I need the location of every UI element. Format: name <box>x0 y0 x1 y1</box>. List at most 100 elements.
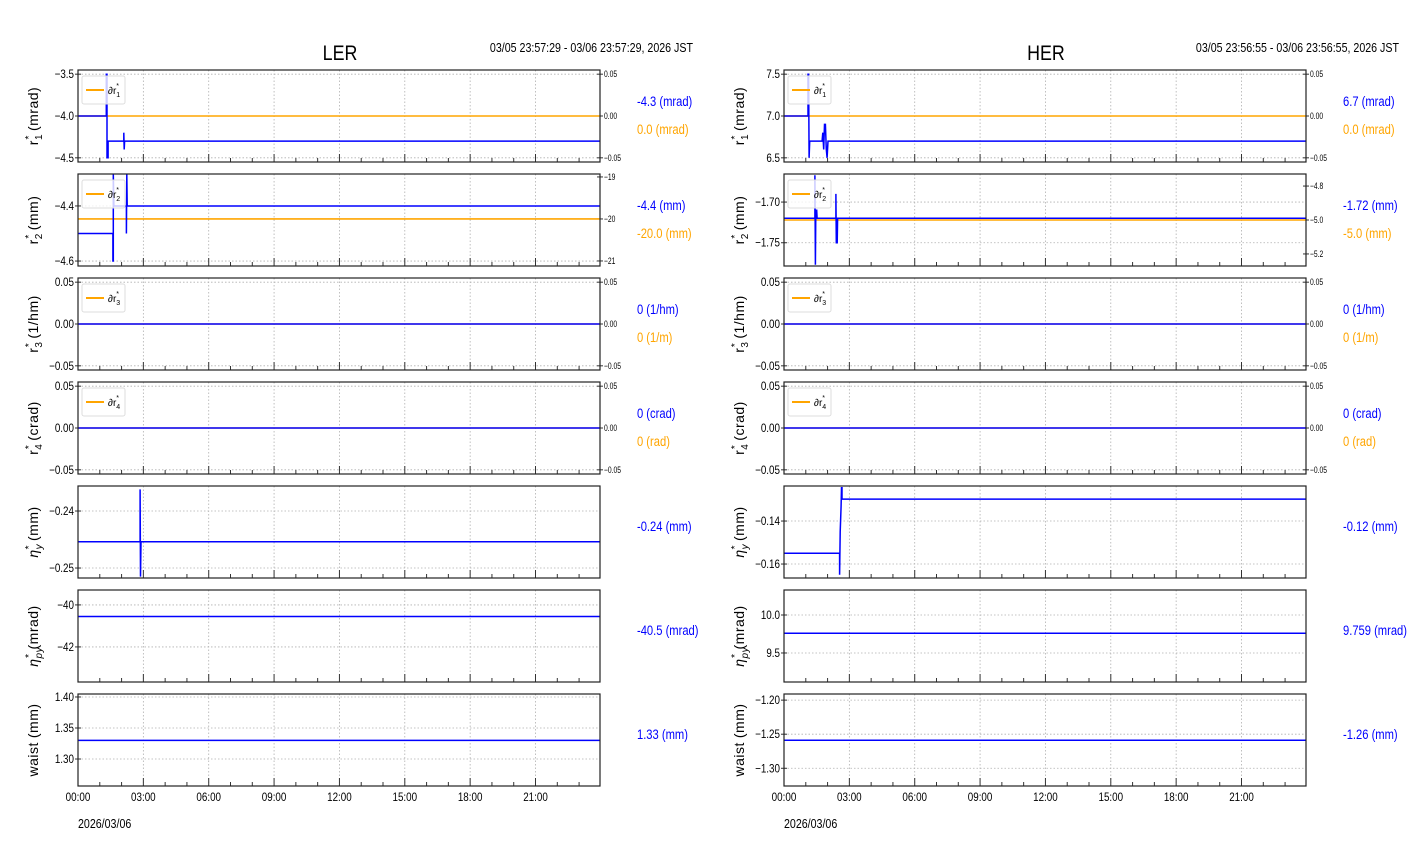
right-y-tick-label: 0.00 <box>1310 319 1324 329</box>
y-label-unit: (crad) <box>731 401 747 441</box>
y-label-star: * <box>24 135 35 139</box>
axes-frame <box>783 381 1307 475</box>
y-label-symbol: waist <box>731 742 747 777</box>
y-label-subscript: 3 <box>740 342 751 348</box>
y-axis-label: r1* (mrad) <box>24 87 45 145</box>
legend-label: ∂r4 * <box>108 395 120 411</box>
panel-her-4: 0.050.00−0.050.050.00−0.05∂r4*r4*(crad) 0… <box>730 380 1382 477</box>
right-y-tick-label: 0.00 <box>604 423 618 433</box>
legend-label: ∂r3 * <box>108 291 120 307</box>
right-y-tick-label: 0.05 <box>1310 277 1324 287</box>
y-axis-label: waist (mm) <box>731 703 747 777</box>
y-label-unit: (mm) <box>731 506 747 541</box>
axes-frame <box>77 277 601 371</box>
axes-frame <box>783 173 1307 267</box>
y-axis-label: r4* (crad) <box>24 401 45 455</box>
y-label-symbol: r <box>731 239 747 244</box>
y-tick-label: 1.35 <box>55 722 74 735</box>
x-tick-label: 09:00 <box>968 791 993 804</box>
y-label-symbol: η <box>731 549 747 557</box>
legend-label: ∂r2 * <box>108 187 120 203</box>
y-tick-label: −0.16 <box>755 558 780 571</box>
legend: ∂r2 * <box>787 179 832 209</box>
legend-label: ∂r3 * <box>814 291 826 307</box>
y-tick-label: −0.14 <box>755 515 780 528</box>
panel-her-5: −0.14 −0.16 ηy* (mm) -0.12 (mm) <box>730 485 1398 579</box>
legend-label: ∂r1 * <box>108 83 120 99</box>
right-y-tick-label: −5.0 <box>1310 215 1324 225</box>
y-label-unit: (1/hm) <box>731 295 747 338</box>
x-tick-label: 15:00 <box>392 791 417 804</box>
y-label-symbol: r <box>25 140 41 145</box>
y-label-star: * <box>730 234 741 238</box>
measured-value-line <box>78 489 600 577</box>
y-label-unit: (mrad) <box>25 605 41 649</box>
x-tick-label: 00:00 <box>66 791 91 804</box>
y-label-star: * <box>24 445 35 449</box>
measured-value-readout: -0.12 (mm) <box>1343 519 1398 534</box>
y-tick-label: 0.00 <box>761 318 780 331</box>
y-tick-label: −3.5 <box>55 68 74 81</box>
y-label-subscript: 4 <box>740 444 751 450</box>
measured-value-readout: -1.72 (mm) <box>1343 198 1398 213</box>
x-tick-label: 12:00 <box>327 791 352 804</box>
legend-symbol: ∂r <box>108 398 117 409</box>
legend-subscript: 3 <box>822 300 826 307</box>
y-tick-label: 7.0 <box>766 110 780 123</box>
legend-star: * <box>822 395 825 402</box>
right-y-tick-label: −0.05 <box>604 465 622 475</box>
x-tick-label: 03:00 <box>837 791 862 804</box>
y-tick-label: 7.5 <box>766 68 780 81</box>
legend-symbol: ∂r <box>814 86 823 97</box>
set-value-readout: 0 (rad) <box>1343 434 1376 449</box>
y-label-symbol: r <box>731 450 747 455</box>
axes-frame <box>77 69 601 163</box>
y-label-subscript: y <box>34 543 45 550</box>
panel-her-1: 7.57.06.50.050.00−0.05∂r1*r1*(mrad) 6.7 (… <box>730 68 1395 165</box>
set-value-readout: 0.0 (mrad) <box>1343 122 1395 137</box>
measured-value-readout: 1.33 (mm) <box>637 727 688 742</box>
panel-ler-3: 0.050.00−0.050.050.00−0.05∂r3*r3*(1/hm) 0… <box>24 276 679 373</box>
legend-star: * <box>116 395 119 402</box>
y-tick-label: −1.70 <box>755 196 780 209</box>
axes-frame <box>783 589 1307 683</box>
legend-symbol: ∂r <box>108 190 117 201</box>
legend-symbol: ∂r <box>814 190 823 201</box>
y-label-symbol: r <box>25 450 41 455</box>
y-label-star: * <box>730 135 741 139</box>
set-value-readout: 0 (rad) <box>637 434 670 449</box>
measured-value-readout: 6.7 (mrad) <box>1343 94 1395 109</box>
y-axis-label: ηpy* (mrad) <box>24 605 45 666</box>
axes-frame <box>77 589 601 683</box>
axes-frame <box>783 693 1307 787</box>
legend-subscript: 1 <box>822 92 826 99</box>
y-tick-label: 0.05 <box>761 276 780 289</box>
y-tick-label: −4.5 <box>55 152 74 165</box>
time-range-label: 03/05 23:56:55 - 03/06 23:56:55, 2026 JS… <box>1196 40 1399 55</box>
right-y-tick-label: 0.00 <box>604 111 618 121</box>
legend-symbol: ∂r <box>814 294 823 305</box>
right-y-tick-label: 0.05 <box>604 381 618 391</box>
y-label-star: * <box>24 343 35 347</box>
right-y-tick-label: −5.2 <box>1310 249 1324 259</box>
y-label-symbol: r <box>25 348 41 353</box>
system-title: LER <box>323 42 358 66</box>
x-tick-label: 00:00 <box>772 791 797 804</box>
legend-symbol: ∂r <box>814 398 823 409</box>
x-tick-label: 21:00 <box>523 791 548 804</box>
x-tick-label: 09:00 <box>262 791 287 804</box>
y-axis-label: r4* (crad) <box>730 401 751 455</box>
x-tick-label: 15:00 <box>1098 791 1123 804</box>
legend-star: * <box>822 291 825 298</box>
y-tick-label: 6.5 <box>766 152 780 165</box>
measured-value-readout: 9.759 (mrad) <box>1343 623 1407 638</box>
x-tick-label: 18:00 <box>458 791 483 804</box>
legend-subscript: 2 <box>822 196 826 203</box>
x-tick-label: 12:00 <box>1033 791 1058 804</box>
measured-value-line <box>784 175 1306 265</box>
axes-frame <box>783 277 1307 371</box>
right-y-tick-label: 0.05 <box>604 69 618 79</box>
panel-ler-6: −40 −42 ηpy* (mrad) -40.5 (mrad) <box>24 589 699 683</box>
y-tick-label: −4.0 <box>55 110 74 123</box>
legend: ∂r1 * <box>787 75 832 105</box>
